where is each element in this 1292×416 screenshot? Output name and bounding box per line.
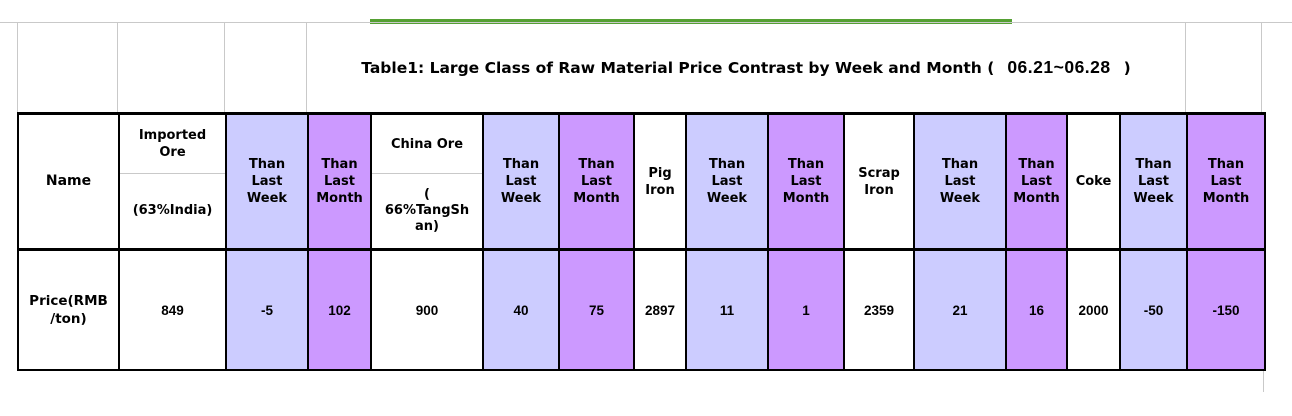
horizontal-gridline (0, 22, 1292, 23)
row-label-price: Price(RMB /ton) (19, 251, 120, 369)
price-cell-scrap-iron: 2359 (845, 251, 915, 369)
col-header-than-last-month-1: Than Last Month (309, 115, 372, 248)
title-text: Table1: Large Class of Raw Material Pric… (361, 58, 995, 77)
price-cell-china-ore-week-delta: 40 (484, 251, 560, 369)
col-header-than-last-week-5: Than Last Week (1121, 115, 1188, 248)
price-cell-china-ore: 900 (372, 251, 484, 369)
price-cell-pig-iron-month-delta: 1 (769, 251, 845, 369)
price-table: Name Imported Ore (63%India) Than Last W… (17, 112, 1266, 371)
empty-cell (1186, 23, 1262, 112)
price-cell-imported-ore-month-delta: 102 (309, 251, 372, 369)
col-header-scrap-iron: Scrap Iron (845, 115, 915, 248)
price-cell-pig-iron: 2897 (635, 251, 687, 369)
data-row: Price(RMB /ton) 849 -5 102 900 40 75 289… (19, 251, 1264, 369)
empty-cell (17, 23, 118, 112)
price-cell-scrap-iron-month-delta: 16 (1007, 251, 1068, 369)
table-title: Table1: Large Class of Raw Material Pric… (307, 23, 1186, 112)
price-cell-china-ore-month-delta: 75 (560, 251, 635, 369)
price-cell-imported-ore: 849 (120, 251, 227, 369)
col-header-than-last-month-2: Than Last Month (560, 115, 635, 248)
price-cell-scrap-iron-week-delta: 21 (915, 251, 1007, 369)
col-header-than-last-month-5: Than Last Month (1188, 115, 1264, 248)
col-header-than-last-week-1: Than Last Week (227, 115, 309, 248)
price-cell-coke-month-delta: -150 (1188, 251, 1264, 369)
col-header-pig-iron: Pig Iron (635, 115, 687, 248)
empty-cell (118, 23, 225, 112)
vertical-gridline-stub (1263, 370, 1264, 392)
col-header-than-last-month-4: Than Last Month (1007, 115, 1068, 248)
price-cell-imported-ore-week-delta: -5 (227, 251, 309, 369)
price-cell-coke: 2000 (1068, 251, 1121, 369)
col-header-imported-ore: Imported Ore (63%India) (120, 115, 227, 248)
col-header-than-last-week-3: Than Last Week (687, 115, 769, 248)
col-header-imported-ore-label: Imported Ore (120, 115, 225, 174)
price-cell-pig-iron-week-delta: 11 (687, 251, 769, 369)
col-header-china-ore-label: China Ore (372, 115, 482, 174)
green-accent-line (370, 19, 1012, 24)
empty-cell (225, 23, 307, 112)
title-row: Table1: Large Class of Raw Material Pric… (17, 23, 1262, 112)
col-header-imported-ore-spec: (63%India) (132, 203, 213, 218)
col-header-china-ore: China Ore ( 66%TangSh an) (372, 115, 484, 248)
price-cell-coke-week-delta: -50 (1121, 251, 1188, 369)
title-period: 06.21~06.28 (1007, 57, 1111, 77)
col-header-than-last-week-2: Than Last Week (484, 115, 560, 248)
title-suffix: ) (1123, 58, 1131, 77)
col-header-than-last-week-4: Than Last Week (915, 115, 1007, 248)
col-header-china-ore-spec: ( 66%TangSh an) (384, 187, 470, 234)
col-header-name: Name (19, 115, 120, 248)
header-row: Name Imported Ore (63%India) Than Last W… (19, 115, 1264, 251)
col-header-coke: Coke (1068, 115, 1121, 248)
col-header-than-last-month-3: Than Last Month (769, 115, 845, 248)
